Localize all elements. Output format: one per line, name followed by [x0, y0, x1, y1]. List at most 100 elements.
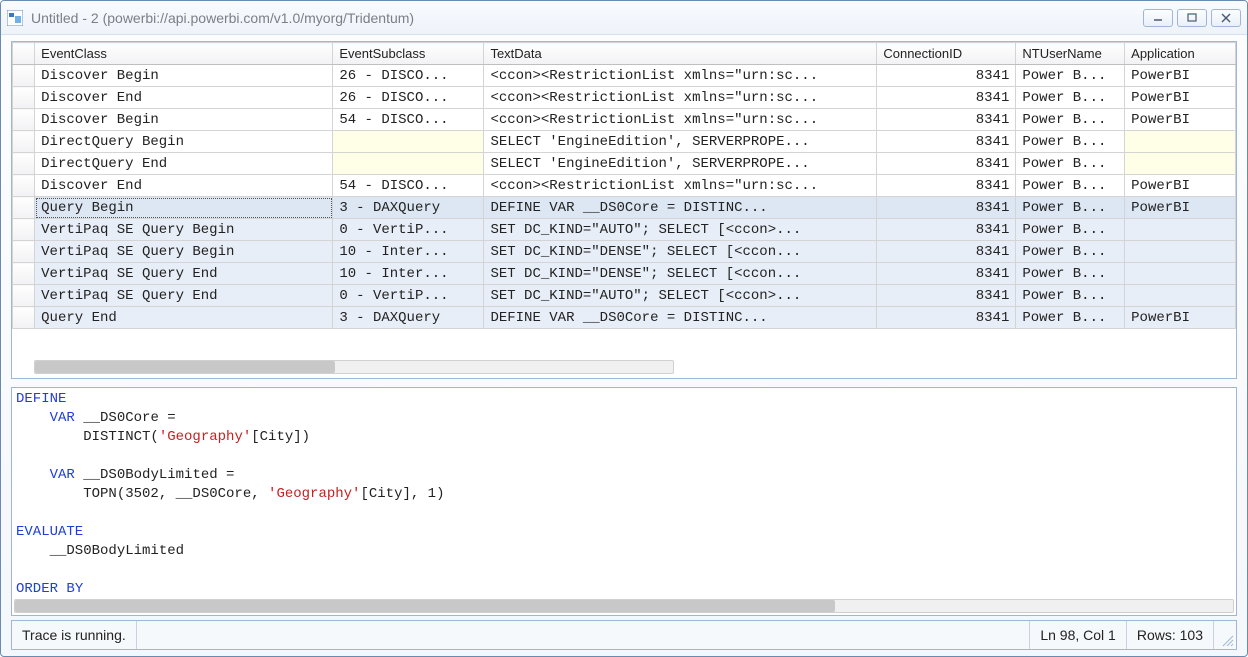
cell-eventsubclass[interactable] — [333, 153, 484, 175]
cell-eventclass[interactable]: Discover Begin — [35, 65, 333, 87]
cell-connectionid[interactable]: 8341 — [877, 263, 1016, 285]
table-row[interactable]: Discover End54 - DISCO...<ccon><Restrict… — [13, 175, 1236, 197]
cell-applicationname[interactable] — [1125, 241, 1236, 263]
table-row[interactable]: Query End3 - DAXQueryDEFINE VAR __DS0Cor… — [13, 307, 1236, 329]
cell-eventclass[interactable]: DirectQuery End — [35, 153, 333, 175]
table-row[interactable]: VertiPaq SE Query Begin0 - VertiP...SET … — [13, 219, 1236, 241]
minimize-button[interactable] — [1143, 9, 1173, 27]
cell-connectionid[interactable]: 8341 — [877, 197, 1016, 219]
cell-ntusername[interactable]: Power B... — [1016, 197, 1125, 219]
cell-eventclass[interactable]: VertiPaq SE Query Begin — [35, 241, 333, 263]
cell-ntusername[interactable]: Power B... — [1016, 175, 1125, 197]
cell-applicationname[interactable]: PowerBI — [1125, 197, 1236, 219]
table-row[interactable]: DirectQuery Begin SELECT 'EngineEdition'… — [13, 131, 1236, 153]
cell-textdata[interactable]: <ccon><RestrictionList xmlns="urn:sc... — [484, 87, 877, 109]
row-header[interactable] — [13, 307, 35, 329]
cell-connectionid[interactable]: 8341 — [877, 219, 1016, 241]
cell-textdata[interactable]: SET DC_KIND="AUTO"; SELECT [<ccon>... — [484, 285, 877, 307]
table-row[interactable]: Discover Begin54 - DISCO...<ccon><Restri… — [13, 109, 1236, 131]
cell-ntusername[interactable]: Power B... — [1016, 87, 1125, 109]
cell-ntusername[interactable]: Power B... — [1016, 153, 1125, 175]
column-header-textdata[interactable]: TextData — [484, 43, 877, 65]
cell-eventclass[interactable]: Discover End — [35, 175, 333, 197]
cell-applicationname[interactable]: PowerBI — [1125, 87, 1236, 109]
row-header[interactable] — [13, 263, 35, 285]
cell-applicationname[interactable] — [1125, 263, 1236, 285]
cell-textdata[interactable]: DEFINE VAR __DS0Core = DISTINC... — [484, 307, 877, 329]
query-text[interactable]: DEFINE VAR __DS0Core = DISTINCT('Geograp… — [12, 388, 1236, 601]
cell-connectionid[interactable]: 8341 — [877, 87, 1016, 109]
cell-applicationname[interactable]: PowerBI — [1125, 307, 1236, 329]
table-row[interactable]: VertiPaq SE Query End0 - VertiP...SET DC… — [13, 285, 1236, 307]
row-header[interactable] — [13, 131, 35, 153]
cell-connectionid[interactable]: 8341 — [877, 285, 1016, 307]
scrollbar-thumb[interactable] — [15, 600, 835, 612]
cell-eventsubclass[interactable]: 26 - DISCO... — [333, 65, 484, 87]
maximize-button[interactable] — [1177, 9, 1207, 27]
cell-eventclass[interactable]: VertiPaq SE Query End — [35, 285, 333, 307]
cell-eventsubclass[interactable]: 0 - VertiP... — [333, 219, 484, 241]
cell-connectionid[interactable]: 8341 — [877, 131, 1016, 153]
cell-eventsubclass[interactable]: 0 - VertiP... — [333, 285, 484, 307]
cell-connectionid[interactable]: 8341 — [877, 65, 1016, 87]
cell-connectionid[interactable]: 8341 — [877, 241, 1016, 263]
cell-eventclass[interactable]: Query Begin — [35, 197, 333, 219]
table-row[interactable]: Discover End26 - DISCO...<ccon><Restrict… — [13, 87, 1236, 109]
cell-eventclass[interactable]: DirectQuery Begin — [35, 131, 333, 153]
cell-textdata[interactable]: <ccon><RestrictionList xmlns="urn:sc... — [484, 175, 877, 197]
detail-horizontal-scrollbar[interactable] — [14, 599, 1234, 613]
cell-eventsubclass[interactable]: 54 - DISCO... — [333, 109, 484, 131]
cell-textdata[interactable]: <ccon><RestrictionList xmlns="urn:sc... — [484, 109, 877, 131]
row-header[interactable] — [13, 197, 35, 219]
cell-ntusername[interactable]: Power B... — [1016, 307, 1125, 329]
resize-grip-icon[interactable] — [1214, 621, 1236, 649]
cell-connectionid[interactable]: 8341 — [877, 175, 1016, 197]
cell-eventsubclass[interactable]: 54 - DISCO... — [333, 175, 484, 197]
row-header[interactable] — [13, 175, 35, 197]
cell-eventsubclass[interactable]: 26 - DISCO... — [333, 87, 484, 109]
cell-eventclass[interactable]: VertiPaq SE Query End — [35, 263, 333, 285]
cell-connectionid[interactable]: 8341 — [877, 153, 1016, 175]
table-row[interactable]: Query Begin3 - DAXQueryDEFINE VAR __DS0C… — [13, 197, 1236, 219]
table-row[interactable]: DirectQuery End SELECT 'EngineEdition', … — [13, 153, 1236, 175]
table-row[interactable]: VertiPaq SE Query Begin10 - Inter...SET … — [13, 241, 1236, 263]
scrollbar-thumb[interactable] — [35, 361, 335, 373]
cell-textdata[interactable]: SELECT 'EngineEdition', SERVERPROPE... — [484, 153, 877, 175]
cell-eventclass[interactable]: Query End — [35, 307, 333, 329]
row-header[interactable] — [13, 285, 35, 307]
cell-textdata[interactable]: DEFINE VAR __DS0Core = DISTINC... — [484, 197, 877, 219]
cell-applicationname[interactable] — [1125, 219, 1236, 241]
cell-textdata[interactable]: SELECT 'EngineEdition', SERVERPROPE... — [484, 131, 877, 153]
cell-eventsubclass[interactable]: 3 - DAXQuery — [333, 307, 484, 329]
cell-applicationname[interactable]: PowerBI — [1125, 65, 1236, 87]
cell-ntusername[interactable]: Power B... — [1016, 263, 1125, 285]
row-header[interactable] — [13, 65, 35, 87]
cell-textdata[interactable]: SET DC_KIND="AUTO"; SELECT [<ccon>... — [484, 219, 877, 241]
row-header[interactable] — [13, 87, 35, 109]
cell-applicationname[interactable]: PowerBI — [1125, 175, 1236, 197]
row-header[interactable] — [13, 241, 35, 263]
cell-eventsubclass[interactable]: 10 - Inter... — [333, 263, 484, 285]
cell-connectionid[interactable]: 8341 — [877, 109, 1016, 131]
cell-ntusername[interactable]: Power B... — [1016, 241, 1125, 263]
cell-eventclass[interactable]: VertiPaq SE Query Begin — [35, 219, 333, 241]
cell-connectionid[interactable]: 8341 — [877, 307, 1016, 329]
cell-applicationname[interactable] — [1125, 285, 1236, 307]
column-header-connectionid[interactable]: ConnectionID — [877, 43, 1016, 65]
column-header-applicationname[interactable]: Application — [1125, 43, 1236, 65]
row-header[interactable] — [13, 219, 35, 241]
cell-textdata[interactable]: SET DC_KIND="DENSE"; SELECT [<ccon... — [484, 241, 877, 263]
table-row[interactable]: VertiPaq SE Query End10 - Inter...SET DC… — [13, 263, 1236, 285]
cell-applicationname[interactable] — [1125, 131, 1236, 153]
cell-eventsubclass[interactable]: 3 - DAXQuery — [333, 197, 484, 219]
cell-applicationname[interactable] — [1125, 153, 1236, 175]
column-header-eventsubclass[interactable]: EventSubclass — [333, 43, 484, 65]
cell-eventsubclass[interactable] — [333, 131, 484, 153]
cell-ntusername[interactable]: Power B... — [1016, 285, 1125, 307]
column-header-eventclass[interactable]: EventClass — [35, 43, 333, 65]
column-header-ntusername[interactable]: NTUserName — [1016, 43, 1125, 65]
cell-ntusername[interactable]: Power B... — [1016, 109, 1125, 131]
cell-eventclass[interactable]: Discover End — [35, 87, 333, 109]
cell-ntusername[interactable]: Power B... — [1016, 219, 1125, 241]
table-row[interactable]: Discover Begin26 - DISCO...<ccon><Restri… — [13, 65, 1236, 87]
